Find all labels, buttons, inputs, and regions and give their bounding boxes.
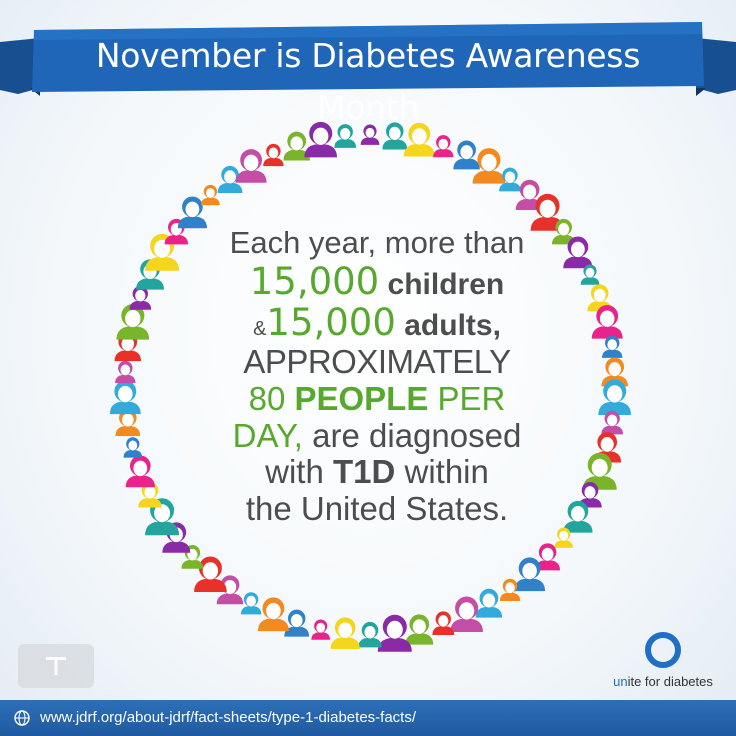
per-day-number: 80 xyxy=(248,379,286,417)
person-icon xyxy=(450,596,483,632)
person-icon xyxy=(217,165,243,193)
children-label: children xyxy=(387,267,505,301)
per-word: PER xyxy=(437,379,506,417)
person-icon xyxy=(535,543,561,571)
message-line-adults: &15,000 adults, xyxy=(222,302,532,343)
person-icon xyxy=(582,452,617,490)
message-line-1: Each year, more than xyxy=(229,225,525,260)
adults-label: adults, xyxy=(404,309,501,343)
person-icon xyxy=(304,121,338,158)
person-icon xyxy=(472,148,506,184)
person-icon xyxy=(382,122,408,150)
day-word: DAY, xyxy=(232,416,303,454)
person-icon xyxy=(591,305,623,339)
person-icon xyxy=(109,380,141,415)
person-icon xyxy=(125,455,155,488)
watermark-badge xyxy=(18,644,94,688)
footer-bar: www.jdrf.org/about-jdrf/fact-sheets/type… xyxy=(0,700,736,736)
main-message: Each year, more than 15,000 children &15… xyxy=(222,225,532,528)
footer-url-link[interactable]: www.jdrf.org/about-jdrf/fact-sheets/type… xyxy=(40,709,416,726)
message-line-children: 15,000 children xyxy=(222,259,532,303)
message-line-diagnosed: DAY, are diagnosed xyxy=(222,416,532,455)
person-icon xyxy=(283,131,310,161)
unite-for-diabetes-logo: unite for diabetes xyxy=(608,632,718,696)
message-line-united-states: the United States. xyxy=(245,490,509,528)
t1d-word: T1D xyxy=(332,453,396,491)
person-icon xyxy=(580,264,600,285)
person-icon xyxy=(563,500,593,533)
person-icon xyxy=(499,167,521,192)
person-icon xyxy=(405,614,434,645)
person-icon xyxy=(201,184,220,206)
person-icon xyxy=(257,597,289,632)
person-icon xyxy=(263,143,284,167)
person-icon xyxy=(433,135,454,158)
logo-text-un: un xyxy=(613,674,628,689)
person-icon xyxy=(563,236,593,269)
people-word: PEOPLE xyxy=(294,379,429,417)
person-icon xyxy=(129,286,152,310)
diagnosed-text: are diagnosed xyxy=(312,416,522,454)
person-icon xyxy=(116,304,150,340)
person-icon xyxy=(311,619,331,640)
message-line-approximately: APPROXIMATELY xyxy=(243,342,511,380)
person-icon xyxy=(216,575,244,605)
person-icon xyxy=(123,437,143,458)
person-icon xyxy=(115,360,136,384)
ampersand: & xyxy=(253,318,267,341)
person-icon xyxy=(330,617,360,650)
person-icon xyxy=(551,218,576,245)
message-line-t1d: with T1D within xyxy=(222,453,532,491)
person-icon xyxy=(598,379,632,415)
t-letter-icon xyxy=(46,657,66,675)
person-icon xyxy=(358,621,382,648)
message-line-per-day: 80 PEOPLE PER xyxy=(222,379,532,418)
person-icon xyxy=(602,335,623,358)
person-icon xyxy=(240,592,262,615)
person-icon xyxy=(475,588,503,618)
person-icon xyxy=(360,124,380,145)
person-icon xyxy=(554,527,574,548)
logo-text: unite for diabetes xyxy=(608,674,718,689)
title-banner xyxy=(0,22,736,96)
person-icon xyxy=(515,179,544,211)
person-icon xyxy=(499,578,521,601)
person-icon xyxy=(453,140,480,170)
person-icon xyxy=(432,611,455,636)
person-icon xyxy=(235,149,267,183)
blue-circle-icon xyxy=(645,632,681,668)
person-icon xyxy=(601,357,628,387)
logo-text-rest: ite for diabetes xyxy=(627,674,713,689)
person-icon xyxy=(177,196,208,229)
person-icon xyxy=(377,614,412,652)
person-icon xyxy=(403,122,435,157)
person-icon xyxy=(334,124,357,148)
person-icon xyxy=(194,556,227,592)
banner-title: November is Diabetes Awareness Month xyxy=(95,36,641,127)
with-word: with xyxy=(265,453,324,491)
person-icon xyxy=(514,557,546,592)
children-count: 15,000 xyxy=(249,259,380,303)
globe-icon xyxy=(14,710,30,726)
person-icon xyxy=(284,609,310,637)
within-word: within xyxy=(404,453,489,491)
adults-count: 15,000 xyxy=(266,301,396,345)
